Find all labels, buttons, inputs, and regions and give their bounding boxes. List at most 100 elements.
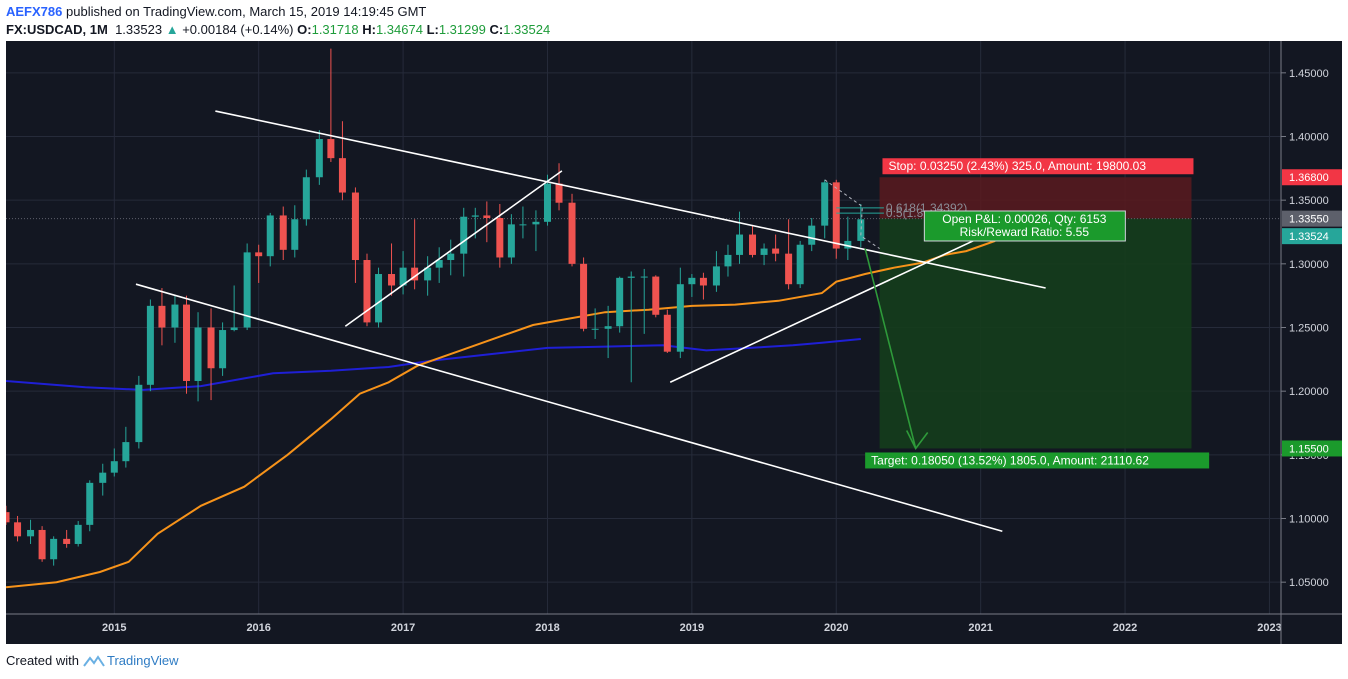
candle-body	[50, 538, 58, 560]
price-chart[interactable]: 1.050001.100001.150001.200001.250001.300…	[6, 41, 1342, 644]
price-tick-label: 1.20000	[1289, 386, 1329, 398]
price-tick-label: 1.10000	[1289, 514, 1329, 526]
candle-body	[568, 202, 576, 264]
candle-body	[857, 219, 865, 241]
candle-body	[460, 216, 468, 254]
open-value: 1.31718	[311, 22, 359, 37]
target-arrow	[864, 248, 917, 449]
time-tick-label: 2016	[246, 622, 270, 634]
candle-body	[266, 215, 274, 257]
candle-body	[375, 274, 383, 323]
candle-body	[519, 224, 527, 226]
time-tick-label: 2023	[1257, 622, 1281, 634]
trendline	[344, 170, 563, 327]
time-tick-label: 2017	[391, 622, 415, 634]
candle-body	[483, 215, 491, 218]
candle-body	[772, 248, 780, 254]
candle-body	[688, 277, 696, 285]
candle-body	[230, 327, 238, 331]
close-value: 1.33524	[503, 22, 551, 37]
ohlc-header: FX:USDCAD, 1M 1.33523 ▲ +0.00184 (+0.14%…	[6, 22, 550, 37]
candle-body	[640, 276, 648, 278]
trendline	[135, 283, 1003, 533]
candle-body	[785, 253, 793, 285]
current-price-tag-text: 1.33524	[1289, 231, 1329, 243]
price-tick-label: 1.30000	[1289, 259, 1329, 271]
candle-body	[14, 522, 22, 537]
price-tick-label: 1.05000	[1289, 577, 1329, 589]
candle-body	[243, 252, 251, 328]
candle-body	[135, 384, 143, 443]
candle-body	[496, 217, 504, 258]
risk-reward-text: Risk/Reward Ratio: 5.55	[960, 225, 1090, 239]
published-header: AEFX786 published on TradingView.com, Ma…	[6, 4, 426, 19]
candle-body	[507, 224, 515, 258]
stop-label-text: Stop: 0.03250 (2.43%) 325.0, Amount: 198…	[888, 159, 1146, 173]
candle-body	[411, 267, 419, 281]
candle-body	[338, 158, 346, 193]
published-text: published on TradingView.com, March 15, …	[66, 4, 427, 19]
time-tick-label: 2020	[824, 622, 848, 634]
candle-body	[38, 529, 46, 560]
candle-body	[724, 254, 732, 267]
candle-body	[844, 240, 852, 249]
time-tick-label: 2015	[102, 622, 126, 634]
candle-body	[543, 183, 551, 222]
candle-body	[219, 330, 227, 369]
trendline	[215, 110, 1046, 289]
change-value: +0.00184 (+0.14%)	[182, 22, 294, 37]
candle-body	[279, 215, 287, 250]
price-tick-label: 1.40000	[1289, 132, 1329, 144]
last-price: 1.33523	[115, 22, 163, 37]
candle-body	[652, 276, 660, 315]
candle-body	[627, 276, 635, 278]
candle-body	[471, 215, 479, 217]
symbol-label: FX:USDCAD, 1M	[6, 22, 108, 37]
target-label-box	[865, 452, 1210, 469]
candle-body	[821, 182, 829, 226]
stop-label-box	[882, 158, 1194, 175]
low-label: L:	[426, 22, 439, 37]
candle-body	[388, 274, 396, 286]
tradingview-logo-icon	[83, 654, 105, 667]
projection-path	[824, 179, 880, 250]
candle-body	[351, 192, 359, 261]
candle-body	[99, 472, 107, 483]
stop-price-tag-text: 1.36800	[1289, 172, 1329, 184]
candle-body	[27, 529, 35, 537]
price-tick-label: 1.35000	[1289, 195, 1329, 207]
candle-body	[532, 221, 540, 225]
candle-body	[6, 512, 10, 523]
candle-body	[399, 267, 407, 286]
candle-body	[676, 284, 684, 352]
time-tick-label: 2018	[535, 622, 559, 634]
high-value: 1.34674	[375, 22, 423, 37]
author-link[interactable]: AEFX786	[6, 4, 63, 19]
candle-body	[424, 267, 432, 281]
candle-body	[736, 234, 744, 255]
candle-body	[291, 219, 299, 250]
candle-body	[832, 182, 840, 249]
candle-body	[616, 277, 624, 327]
candle-body	[327, 139, 335, 159]
candle-body	[194, 327, 202, 381]
time-tick-label: 2019	[680, 622, 704, 634]
moving-average-orange	[6, 239, 996, 589]
high-label: H:	[362, 22, 376, 37]
candle-body	[122, 442, 130, 462]
target-price-tag-box	[1282, 440, 1342, 457]
entry-price-tag-text: 1.33550	[1289, 214, 1329, 226]
candle-body	[591, 328, 599, 330]
candle-body	[749, 234, 757, 255]
low-value: 1.31299	[438, 22, 486, 37]
candle-body	[158, 305, 166, 328]
current-price-tag-box	[1282, 228, 1342, 245]
tradingview-brand-link[interactable]: TradingView	[106, 653, 179, 668]
candle-body	[315, 139, 323, 178]
candle-body	[447, 253, 455, 261]
candle-body	[207, 327, 215, 369]
close-label: C:	[489, 22, 504, 37]
footer: Created with TradingView	[6, 653, 179, 668]
candle-body	[182, 304, 190, 381]
pnl-text: Open P&L: 0.00026, Qty: 6153	[942, 212, 1106, 226]
